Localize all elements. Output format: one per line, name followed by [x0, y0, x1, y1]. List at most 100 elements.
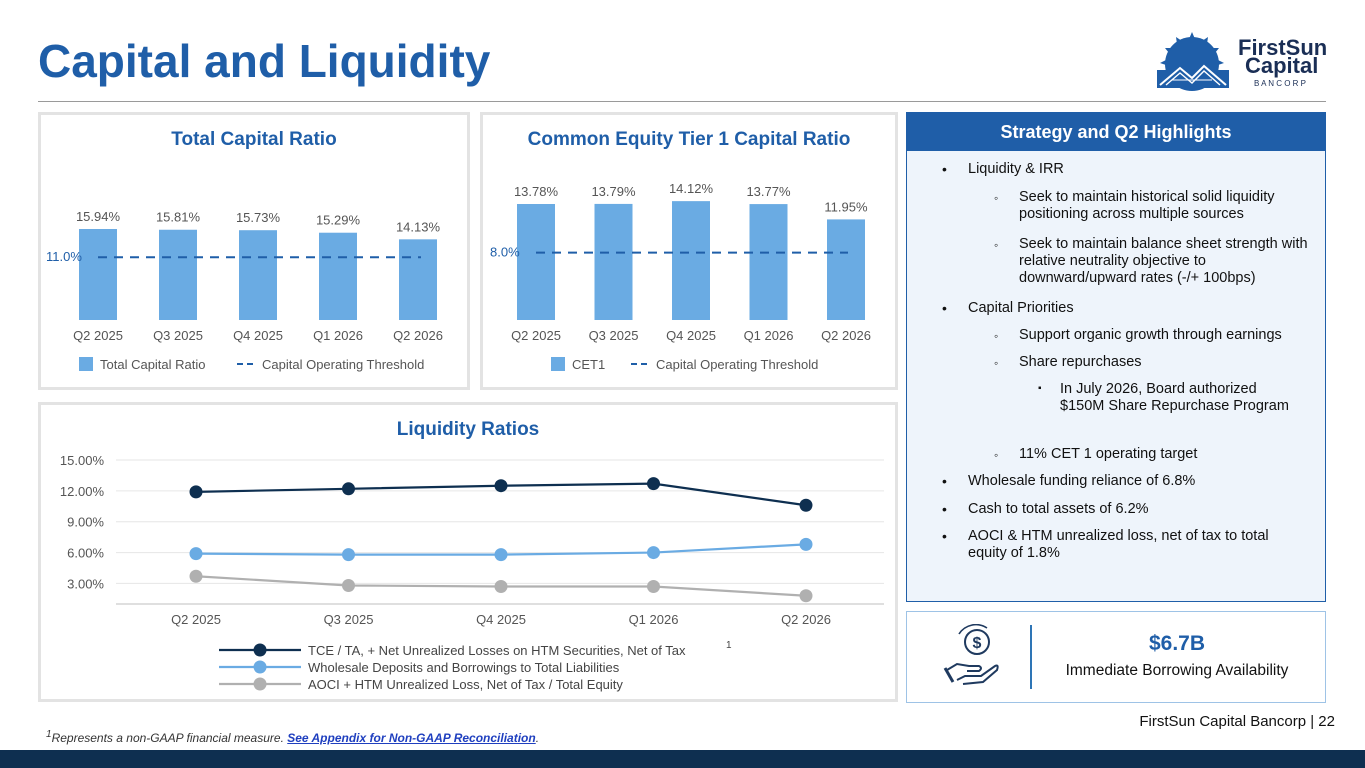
legend-marker — [253, 677, 267, 691]
logo-line3: B A N C O R P — [1254, 79, 1306, 88]
series-point — [494, 548, 508, 562]
bar — [79, 229, 117, 320]
data-label: 15.29% — [316, 213, 361, 228]
y-tick-label: 9.00% — [67, 515, 104, 530]
strategy-heading: Strategy and Q2 Highlights — [907, 113, 1325, 151]
data-label: 11.95% — [824, 199, 868, 214]
strategy-item: Cash to total assets of 6.2% — [968, 501, 1149, 517]
series-point — [799, 537, 813, 551]
strategy-item: Wholesale funding reliance of 6.8% — [968, 473, 1196, 489]
legend-marker — [253, 643, 267, 657]
x-tick-label: Q1 2026 — [629, 612, 679, 627]
data-label: 14.13% — [396, 219, 441, 234]
footnote-marker: 1 — [46, 729, 52, 740]
liquidity-title: Liquidity Ratios — [396, 419, 540, 440]
series-point — [647, 546, 660, 560]
y-tick-label: 15.00% — [60, 453, 105, 468]
bullet-marker: • — [942, 300, 947, 316]
x-tick-label: Q2 2025 — [73, 328, 123, 343]
x-tick-label: Q3 2025 — [153, 328, 203, 343]
strategy-item: Liquidity & IRR — [968, 161, 1064, 177]
bullet-marker: ◦ — [994, 356, 999, 370]
legend-label: TCE / TA, + Net Unrealized Losses on HTM… — [308, 643, 686, 658]
borrowing-label: Immediate Borrowing Availability — [1065, 662, 1289, 679]
legend-label: AOCI + HTM Unrealized Loss, Net of Tax /… — [308, 677, 623, 692]
series-point — [189, 569, 203, 583]
strategy-item: Seek to maintain balance sheet strength … — [1019, 236, 1308, 286]
series-point — [647, 580, 660, 594]
legend-marker — [253, 660, 267, 674]
series-point — [342, 482, 355, 496]
legend-label: Capital Operating Threshold — [656, 357, 818, 372]
x-tick-label: Q1 2026 — [313, 328, 363, 343]
footnote-end: . — [535, 731, 540, 745]
bullet-marker: ◦ — [994, 191, 999, 205]
legend-label: Wholesale Deposits and Borrowings to Tot… — [308, 660, 620, 675]
strategy-item: Support organic growth through earnings — [1019, 327, 1282, 343]
logo-line2: Capital — [1245, 53, 1318, 78]
bullet-marker: • — [942, 161, 947, 177]
series-point — [189, 485, 203, 499]
series-point — [494, 479, 508, 493]
strategy-item: Capital Priorities — [968, 300, 1074, 316]
series-point — [342, 578, 355, 592]
strategy-panel: Strategy and Q2 Highlights • Liquidity & … — [906, 112, 1326, 602]
bullet-marker: • — [942, 528, 947, 544]
data-label: 15.73% — [236, 210, 281, 225]
bullet-marker: • — [942, 473, 947, 489]
bar — [672, 201, 710, 320]
x-tick-label: Q4 2025 — [476, 612, 526, 627]
cet1-panel: Common Equity Tier 1 Capital Ratio 13.78… — [480, 112, 898, 390]
series-point — [647, 477, 660, 491]
data-label: 13.79% — [591, 184, 636, 199]
strategy-item: Share repurchases — [1019, 354, 1142, 370]
bar — [749, 204, 788, 320]
legend-swatch — [551, 357, 565, 371]
legend-label: Capital Operating Threshold — [262, 357, 424, 372]
bullet-marker: • — [942, 501, 947, 517]
strategy-item: AOCI & HTM unrealized loss, net of tax t… — [968, 528, 1269, 561]
x-tick-label: Q4 2025 — [666, 328, 716, 343]
y-tick-label: 3.00% — [67, 576, 104, 591]
page-footer: FirstSun Capital Bancorp | 22 — [1139, 713, 1335, 730]
appendix-link[interactable]: See Appendix for Non-GAAP Reconciliation — [287, 731, 536, 745]
total-capital-title: Total Capital Ratio — [171, 129, 337, 150]
series-point — [189, 547, 203, 561]
x-tick-label: Q4 2025 — [233, 328, 283, 343]
bar — [399, 239, 437, 320]
legend-label: Total Capital Ratio — [100, 357, 206, 372]
logo-line1: FirstSun — [1238, 35, 1327, 60]
series-point — [494, 580, 508, 594]
x-tick-label: Q2 2026 — [821, 328, 871, 343]
money-hand-icon: $ — [943, 624, 999, 685]
y-tick-label: 12.00% — [60, 484, 105, 499]
strategy-item: In July 2026, Board authorized $150M Sha… — [1060, 381, 1289, 414]
threshold-label: 11.0% — [46, 249, 82, 264]
bar — [827, 219, 865, 320]
total-capital-panel: Total Capital Ratio 15.94% Q2 2025 15.81% Q… — [38, 112, 470, 390]
data-label: 15.94% — [76, 209, 121, 224]
borrowing-divider — [1030, 625, 1032, 689]
strategy-item: Seek to maintain historical solid liquid… — [1019, 189, 1275, 222]
y-tick-label: 6.00% — [67, 546, 104, 561]
threshold-label: 8.0% — [490, 245, 520, 260]
strategy-item: 11% CET 1 operating target — [1019, 446, 1198, 462]
data-label: 13.77% — [746, 184, 791, 199]
data-label: 13.78% — [514, 184, 559, 199]
data-label: 14.12% — [669, 181, 714, 196]
page-title: Capital and Liquidity — [38, 35, 491, 87]
title-divider — [38, 101, 1326, 102]
borrowing-box: $ $6.7B Immediate Borrowing Availability — [906, 611, 1326, 703]
legend-superscript: 1 — [726, 640, 732, 651]
cet1-chart: 13.78% Q2 2025 13.79% Q3 2025 14.12% Q4 2025 1… — [490, 181, 871, 372]
bar — [159, 229, 197, 320]
bar — [517, 204, 555, 320]
footnote: 1Represents a non-GAAP financial measure… — [46, 729, 539, 745]
series-point — [342, 548, 355, 562]
bar — [594, 203, 633, 320]
svg-text:$: $ — [973, 635, 982, 652]
legend-label: CET1 — [572, 357, 605, 372]
liquidity-chart: 15.00% 12.00% 9.00% 6.00% 3.00% Q2 2025 Q3 202… — [60, 453, 884, 692]
sun-mountain-icon — [1157, 32, 1229, 91]
bullet-marker: ▪ — [1038, 383, 1042, 394]
